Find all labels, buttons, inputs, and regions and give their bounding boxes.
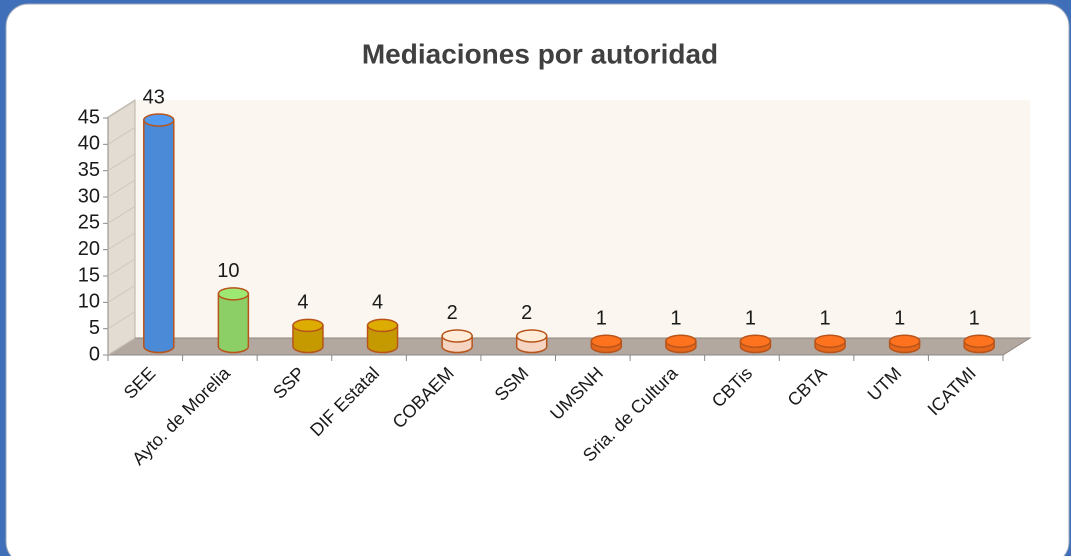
bar bbox=[217, 293, 250, 354]
y-tick-label: 30 bbox=[78, 185, 100, 207]
value-label: 2 bbox=[447, 302, 458, 324]
grid-line bbox=[107, 205, 136, 224]
bar-top bbox=[814, 334, 846, 348]
bar-top bbox=[292, 318, 324, 333]
y-tick-label: 20 bbox=[78, 238, 100, 260]
bar-top bbox=[963, 334, 995, 348]
grid-line bbox=[107, 232, 136, 251]
value-label: 1 bbox=[596, 308, 607, 330]
bar bbox=[143, 119, 175, 354]
bar-top bbox=[366, 318, 399, 333]
bar-top bbox=[739, 334, 772, 348]
bar bbox=[366, 324, 399, 354]
value-label: 4 bbox=[297, 292, 308, 314]
value-label: 4 bbox=[372, 292, 383, 314]
grid-line bbox=[107, 153, 136, 172]
value-label: 1 bbox=[670, 308, 681, 330]
value-label: 1 bbox=[969, 308, 980, 330]
side-wall bbox=[107, 99, 136, 356]
grid-line bbox=[107, 179, 136, 198]
value-label: 1 bbox=[819, 308, 830, 330]
grid-line bbox=[107, 311, 136, 330]
back-wall bbox=[135, 100, 1030, 338]
bar-top bbox=[590, 334, 623, 348]
bar-top bbox=[143, 113, 175, 127]
y-tick-label: 40 bbox=[78, 133, 100, 155]
grid-line bbox=[107, 284, 136, 303]
chart-title: Mediaciones por autoridad bbox=[362, 38, 718, 69]
y-tick-label: 45 bbox=[78, 106, 100, 128]
bar-top bbox=[665, 334, 697, 348]
y-tick-label: 35 bbox=[78, 159, 100, 181]
bar-top bbox=[441, 329, 473, 343]
value-label: 1 bbox=[894, 308, 905, 330]
y-tick-label: 0 bbox=[89, 343, 100, 365]
grid-line bbox=[107, 337, 136, 356]
grid-line bbox=[107, 100, 136, 119]
grid-line bbox=[107, 258, 136, 277]
value-label: 1 bbox=[745, 308, 756, 330]
value-label: 43 bbox=[143, 86, 165, 108]
value-label: 10 bbox=[217, 260, 239, 282]
y-tick-label: 25 bbox=[78, 212, 100, 234]
y-tick-label: 5 bbox=[89, 317, 100, 339]
grid-line bbox=[107, 126, 136, 145]
bar bbox=[292, 324, 324, 354]
value-label: 2 bbox=[521, 302, 532, 324]
bar-top bbox=[217, 287, 250, 301]
y-tick-label: 10 bbox=[78, 291, 100, 313]
y-tick-label: 15 bbox=[78, 264, 100, 286]
bar-top bbox=[888, 334, 921, 348]
bar-top bbox=[515, 329, 548, 343]
